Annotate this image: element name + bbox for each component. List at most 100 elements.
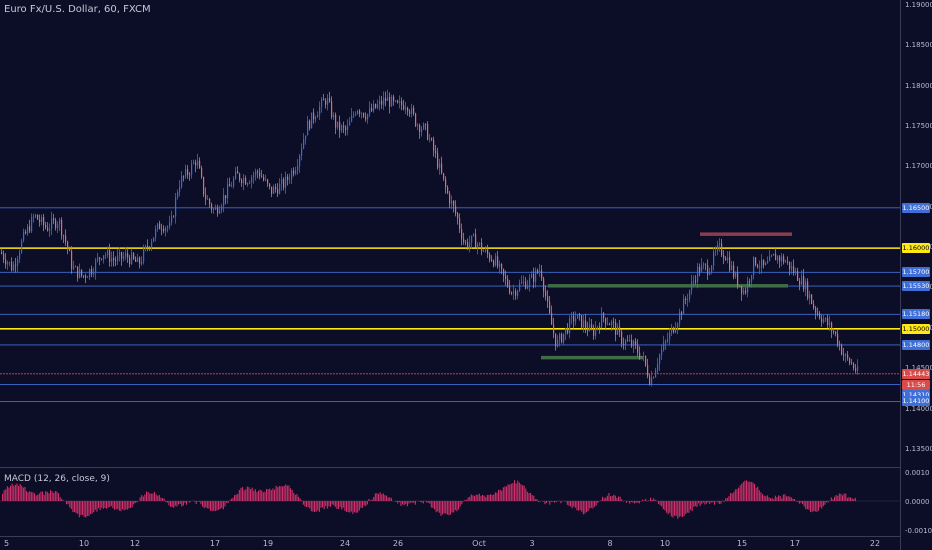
- candle-body: [135, 258, 137, 262]
- macd-bar: [566, 501, 568, 505]
- candle-body: [843, 354, 845, 356]
- macd-bar: [85, 501, 87, 518]
- candle-body: [77, 266, 79, 278]
- macd-bar: [821, 501, 823, 509]
- candle-body: [41, 217, 43, 223]
- candle-body: [689, 290, 691, 299]
- price-chart[interactable]: [0, 0, 900, 550]
- macd-bar: [595, 501, 597, 506]
- macd-bar: [488, 494, 490, 501]
- candle-body: [591, 324, 593, 329]
- candle-body: [161, 229, 163, 230]
- macd-bar: [152, 493, 154, 501]
- macd-bar: [470, 494, 472, 501]
- macd-bar: [736, 489, 738, 501]
- candle-body: [209, 199, 211, 205]
- macd-bar: [122, 501, 124, 510]
- candle-body: [17, 259, 19, 266]
- price-tick-label: 1.17500: [905, 122, 932, 131]
- candle-body: [373, 104, 375, 111]
- price-axis[interactable]: [900, 0, 932, 550]
- candle-body: [193, 162, 195, 164]
- macd-bar: [222, 501, 224, 510]
- macd-bar: [226, 501, 228, 503]
- macd-bar: [266, 489, 268, 501]
- candle-body: [237, 171, 239, 174]
- macd-bar: [14, 484, 16, 501]
- candle-body: [181, 176, 183, 187]
- macd-bar: [594, 501, 596, 507]
- candle-body: [111, 258, 113, 262]
- macd-bar: [766, 495, 768, 501]
- macd-bar: [744, 480, 746, 501]
- macd-bar: [162, 498, 164, 501]
- time-tick-label: 26: [392, 539, 404, 548]
- macd-bar: [790, 497, 792, 501]
- price-tick-label: 1.14000: [905, 404, 932, 413]
- macd-bar: [355, 501, 357, 513]
- macd-bar: [704, 501, 706, 505]
- candle-body: [5, 259, 7, 265]
- macd-bar: [514, 480, 516, 501]
- macd-bar: [3, 490, 5, 501]
- candle-body: [199, 160, 201, 169]
- candle-body: [197, 160, 199, 166]
- candle-body: [659, 354, 661, 365]
- candle-body: [697, 266, 699, 282]
- candle-body: [249, 182, 251, 184]
- candle-body: [331, 101, 333, 118]
- macd-bar: [118, 501, 120, 511]
- macd-bar: [338, 501, 340, 509]
- macd-bar: [93, 501, 95, 513]
- candle-body: [677, 323, 679, 329]
- macd-bar: [674, 501, 676, 516]
- macd-bar: [672, 501, 674, 518]
- candle-body: [509, 286, 511, 293]
- macd-bar: [160, 497, 162, 501]
- macd-bar: [683, 501, 685, 516]
- macd-bar: [438, 501, 440, 513]
- macd-bar: [387, 497, 389, 501]
- candle-body: [59, 219, 61, 225]
- macd-bar: [757, 486, 759, 501]
- candle-body: [607, 324, 609, 325]
- candle-body: [327, 98, 329, 105]
- macd-bar: [794, 498, 796, 501]
- macd-bar: [667, 501, 669, 515]
- candle-body: [137, 257, 139, 262]
- candle-body: [517, 290, 519, 296]
- candle-body: [247, 183, 249, 185]
- macd-bar: [349, 501, 351, 513]
- macd-bar: [421, 501, 423, 503]
- macd-bar: [685, 501, 687, 515]
- candle-body: [673, 327, 675, 333]
- candle-body: [231, 186, 233, 188]
- price-tag: 1.15180: [902, 309, 930, 320]
- candle-body: [169, 222, 171, 227]
- macd-bar: [70, 501, 72, 510]
- macd-bar: [531, 494, 533, 501]
- candle-body: [201, 168, 203, 178]
- macd-bar: [669, 501, 671, 513]
- candle-body: [525, 281, 527, 289]
- macd-bar: [808, 501, 810, 510]
- macd-bar: [670, 501, 672, 517]
- candle-body: [93, 273, 95, 275]
- macd-bar: [312, 501, 314, 512]
- candle-body: [275, 186, 277, 189]
- macd-bar: [78, 501, 80, 518]
- macd-bar: [827, 501, 829, 503]
- macd-bar: [259, 489, 261, 501]
- macd-bar: [734, 489, 736, 501]
- candle-body: [789, 261, 791, 270]
- macd-bar: [854, 497, 856, 501]
- price-tag: 1.15530: [902, 281, 930, 292]
- macd-bar: [629, 501, 631, 504]
- macd-bar: [746, 480, 748, 501]
- macd-bar: [453, 501, 455, 513]
- macd-bar: [507, 484, 509, 501]
- candle-body: [389, 96, 391, 107]
- candle-body: [61, 219, 63, 236]
- candle-body: [593, 328, 595, 336]
- macd-bar: [256, 492, 258, 501]
